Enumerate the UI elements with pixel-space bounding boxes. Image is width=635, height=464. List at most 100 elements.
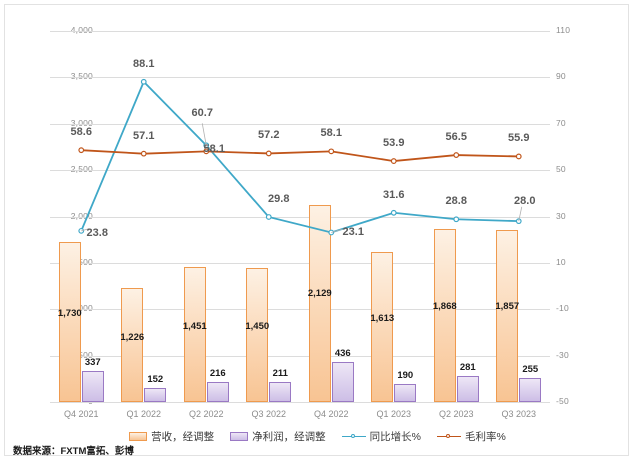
bar-net-profit[interactable] (331, 361, 354, 402)
category-group: 1,450 211 (238, 31, 301, 402)
line-marker[interactable] (265, 150, 272, 157)
line-marker[interactable] (265, 214, 272, 220)
category-group: 1,613 190 (363, 31, 426, 402)
y-tick-right: 30 (556, 210, 566, 221)
category-group: 1,868 281 (425, 31, 488, 402)
leader-line (201, 123, 207, 146)
line-value-label: 31.6 (383, 188, 405, 201)
line-marker[interactable] (453, 152, 460, 158)
category-group: 2,129 436 (300, 31, 363, 402)
gridline (50, 170, 550, 172)
leader-line (331, 228, 343, 233)
category-group: 1,226 152 (113, 31, 176, 402)
line-value-label: 53.9 (383, 137, 405, 150)
line-value-label: 28.8 (445, 195, 467, 208)
line-value-label: 23.1 (342, 226, 364, 239)
y-tick-right: 70 (556, 117, 566, 128)
line-value-label: 57.1 (133, 129, 155, 142)
bar-net-profit[interactable] (269, 382, 292, 402)
gridline (50, 309, 550, 311)
bar-net-profit[interactable] (456, 375, 479, 402)
y-tick-right: -10 (556, 303, 569, 314)
chart-legend: 营收，经调整 净利润，经调整 同比增长% 毛利率% (5, 427, 630, 445)
line-value-label: 58.1 (203, 143, 225, 156)
legend-swatch-icon (230, 431, 249, 441)
x-tick-label: Q1 2022 (126, 409, 162, 419)
line-marker[interactable] (140, 150, 147, 157)
y-tick-left: 2,000 (70, 210, 93, 221)
line-value-label: 56.5 (445, 131, 467, 144)
category-group: 1,857 255 (488, 31, 551, 402)
legend-line-icon (437, 432, 461, 441)
legend-revenue[interactable]: 营收，经调整 (129, 429, 214, 444)
legend-line-icon (341, 432, 366, 441)
line-marker[interactable] (78, 147, 85, 154)
gridline (50, 31, 550, 32)
bar-net-profit[interactable] (81, 370, 104, 402)
bar-value-label: 190 (397, 370, 414, 382)
leader-line (81, 228, 90, 232)
plot-area: 1,730 337 1,226 152 1,451 216 1,450 211 2,129 436… (50, 31, 551, 419)
x-tick-label: Q3 2022 (251, 409, 287, 419)
legend-net-profit[interactable]: 净利润，经调整 (230, 429, 326, 444)
line-value-label: 58.1 (320, 127, 342, 140)
y-tick-left: 2,500 (70, 164, 93, 175)
bar-net-profit[interactable] (206, 381, 229, 402)
bar-value-label: 1,226 (120, 331, 145, 343)
bar-revenue[interactable] (371, 252, 394, 402)
x-tick-label: Q4 2022 (313, 409, 349, 419)
y-tick-left: 3,500 (70, 71, 93, 82)
bar-value-label: 152 (147, 373, 164, 385)
line-value-label: 55.9 (508, 132, 530, 145)
y-tick-right: -30 (556, 349, 569, 360)
leader-line (518, 206, 523, 222)
line-marker[interactable] (390, 158, 397, 164)
bar-revenue[interactable] (433, 228, 456, 402)
bar-revenue[interactable] (246, 267, 269, 402)
y-tick-left: 3,000 (70, 117, 93, 128)
y-tick-right: -50 (556, 396, 569, 406)
bar-net-profit[interactable] (394, 384, 417, 402)
x-tick-label: Q2 2023 (438, 409, 474, 419)
bar-value-label: 1,613 (370, 313, 395, 325)
bar-value-label: 281 (459, 361, 476, 373)
legend-gross-margin[interactable]: 毛利率% (437, 429, 506, 444)
line-path (80, 80, 519, 234)
line-value-label: 60.7 (191, 107, 213, 120)
line-value-label: 57.2 (258, 129, 280, 142)
bar-value-label: 216 (209, 367, 226, 379)
bar-revenue[interactable] (496, 229, 519, 402)
x-tick-label: Q2 2022 (188, 409, 224, 419)
line-marker[interactable] (140, 78, 147, 85)
line-marker[interactable] (390, 209, 397, 216)
bar-revenue[interactable] (183, 267, 206, 402)
line-series-group (78, 78, 523, 236)
bar-value-label: 1,451 (182, 321, 207, 333)
gridline (50, 77, 550, 79)
line-value-label: 58.6 (70, 126, 92, 139)
bar-revenue[interactable] (58, 241, 81, 402)
line-marker[interactable] (328, 148, 335, 155)
line-marker[interactable] (453, 216, 460, 223)
bar-net-profit[interactable] (519, 378, 542, 402)
gridline (50, 402, 550, 403)
line-value-label: 28.0 (514, 195, 536, 208)
category-group: 1,730 337 (50, 31, 113, 402)
source-note: 数据来源：FXTM富拓、彭博 (13, 446, 134, 457)
chart-container: 05001,0001,5002,0002,5003,0003,5004,000 … (4, 4, 630, 457)
line-value-label: 29.8 (268, 192, 290, 205)
bar-value-label: 1,868 (432, 300, 457, 312)
line-marker[interactable] (515, 153, 522, 160)
y-tick-left: 500 (78, 349, 93, 360)
y-tick-right: 110 (556, 25, 571, 35)
bar-value-label: 436 (334, 347, 351, 359)
legend-label: 营收，经调整 (151, 430, 215, 443)
bar-revenue[interactable] (121, 288, 144, 402)
line-path (81, 149, 519, 162)
bar-net-profit[interactable] (144, 387, 167, 402)
legend-label: 毛利率% (465, 430, 506, 443)
gridline (50, 355, 550, 357)
bar-revenue[interactable] (308, 204, 331, 402)
legend-yoy-growth[interactable]: 同比增长% (341, 429, 421, 444)
bar-value-label: 255 (522, 364, 539, 376)
